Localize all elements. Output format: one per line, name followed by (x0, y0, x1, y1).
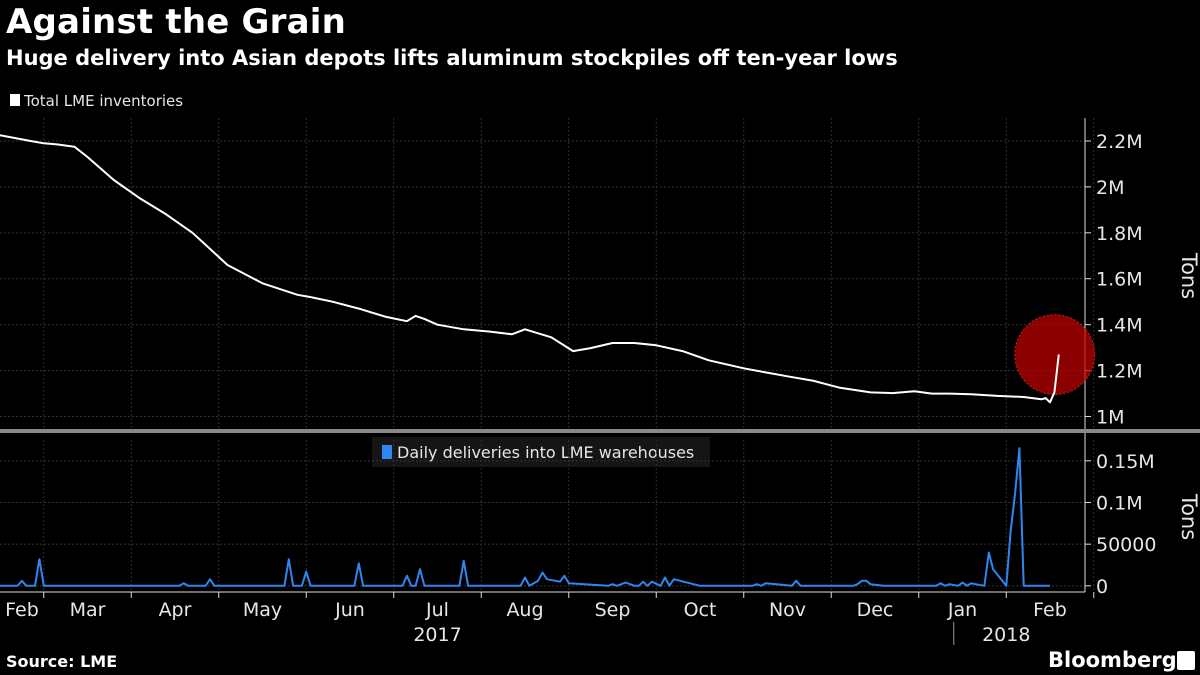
x-tick-label: Feb (1033, 599, 1067, 621)
deliveries-y-tick-label: 50000 (1096, 534, 1156, 556)
inventory-series-line (0, 134, 1060, 404)
inventory-y-tick-label: 1.8M (1096, 223, 1143, 245)
x-tick-label: Apr (159, 599, 192, 621)
inventory-y-tick-label: 1.4M (1096, 315, 1143, 337)
x-tick-label: Nov (769, 599, 806, 621)
x-tick-label: Jul (425, 599, 449, 621)
year-label-2018: 2018 (982, 624, 1030, 646)
x-tick-label: Jan (947, 599, 977, 621)
deliveries-legend-box (372, 437, 710, 467)
deliveries-legend-label: Daily deliveries into LME warehouses (397, 443, 694, 462)
chart-subtitle: Huge delivery into Asian depots lifts al… (6, 46, 898, 70)
x-tick-label: May (243, 599, 282, 621)
brand-logo: Bloomberg (1048, 648, 1177, 672)
inventory-y-tick-label: 2M (1096, 177, 1124, 199)
source-note: Source: LME (6, 652, 118, 671)
year-label-2017: 2017 (413, 624, 461, 646)
inventory-y-tick-label: 1.2M (1096, 361, 1143, 383)
deliveries-legend-swatch (382, 445, 392, 459)
brand-terminal-icon (1177, 651, 1195, 670)
highlight-circle (1014, 314, 1096, 396)
inventory-y-tick-label: 2.2M (1096, 131, 1143, 153)
chart-title: Against the Grain (6, 2, 347, 42)
x-tick-label: Oct (684, 599, 717, 621)
inventory-legend-swatch (10, 94, 20, 106)
inventory-axis-title: Tons (1177, 252, 1200, 299)
x-tick-label: Sep (595, 599, 631, 621)
deliveries-series-line (0, 447, 1050, 587)
deliveries-y-tick-label: 0 (1096, 576, 1108, 598)
x-tick-label: Dec (857, 599, 894, 621)
inventory-y-tick-label: 1.6M (1096, 269, 1143, 291)
x-tick-label: Aug (506, 599, 543, 621)
panel-divider (0, 429, 1200, 433)
x-tick-label: Mar (70, 599, 106, 621)
x-tick-label: Jun (334, 599, 365, 621)
inventory-legend-label: Total LME inventories (23, 92, 183, 110)
deliveries-y-tick-label: 0.1M (1096, 493, 1143, 515)
deliveries-axis-title: Tons (1177, 493, 1200, 540)
deliveries-y-tick-label: 0.15M (1096, 451, 1155, 473)
inventory-y-tick-label: 1M (1096, 407, 1124, 429)
x-tick-label: Feb (5, 599, 39, 621)
